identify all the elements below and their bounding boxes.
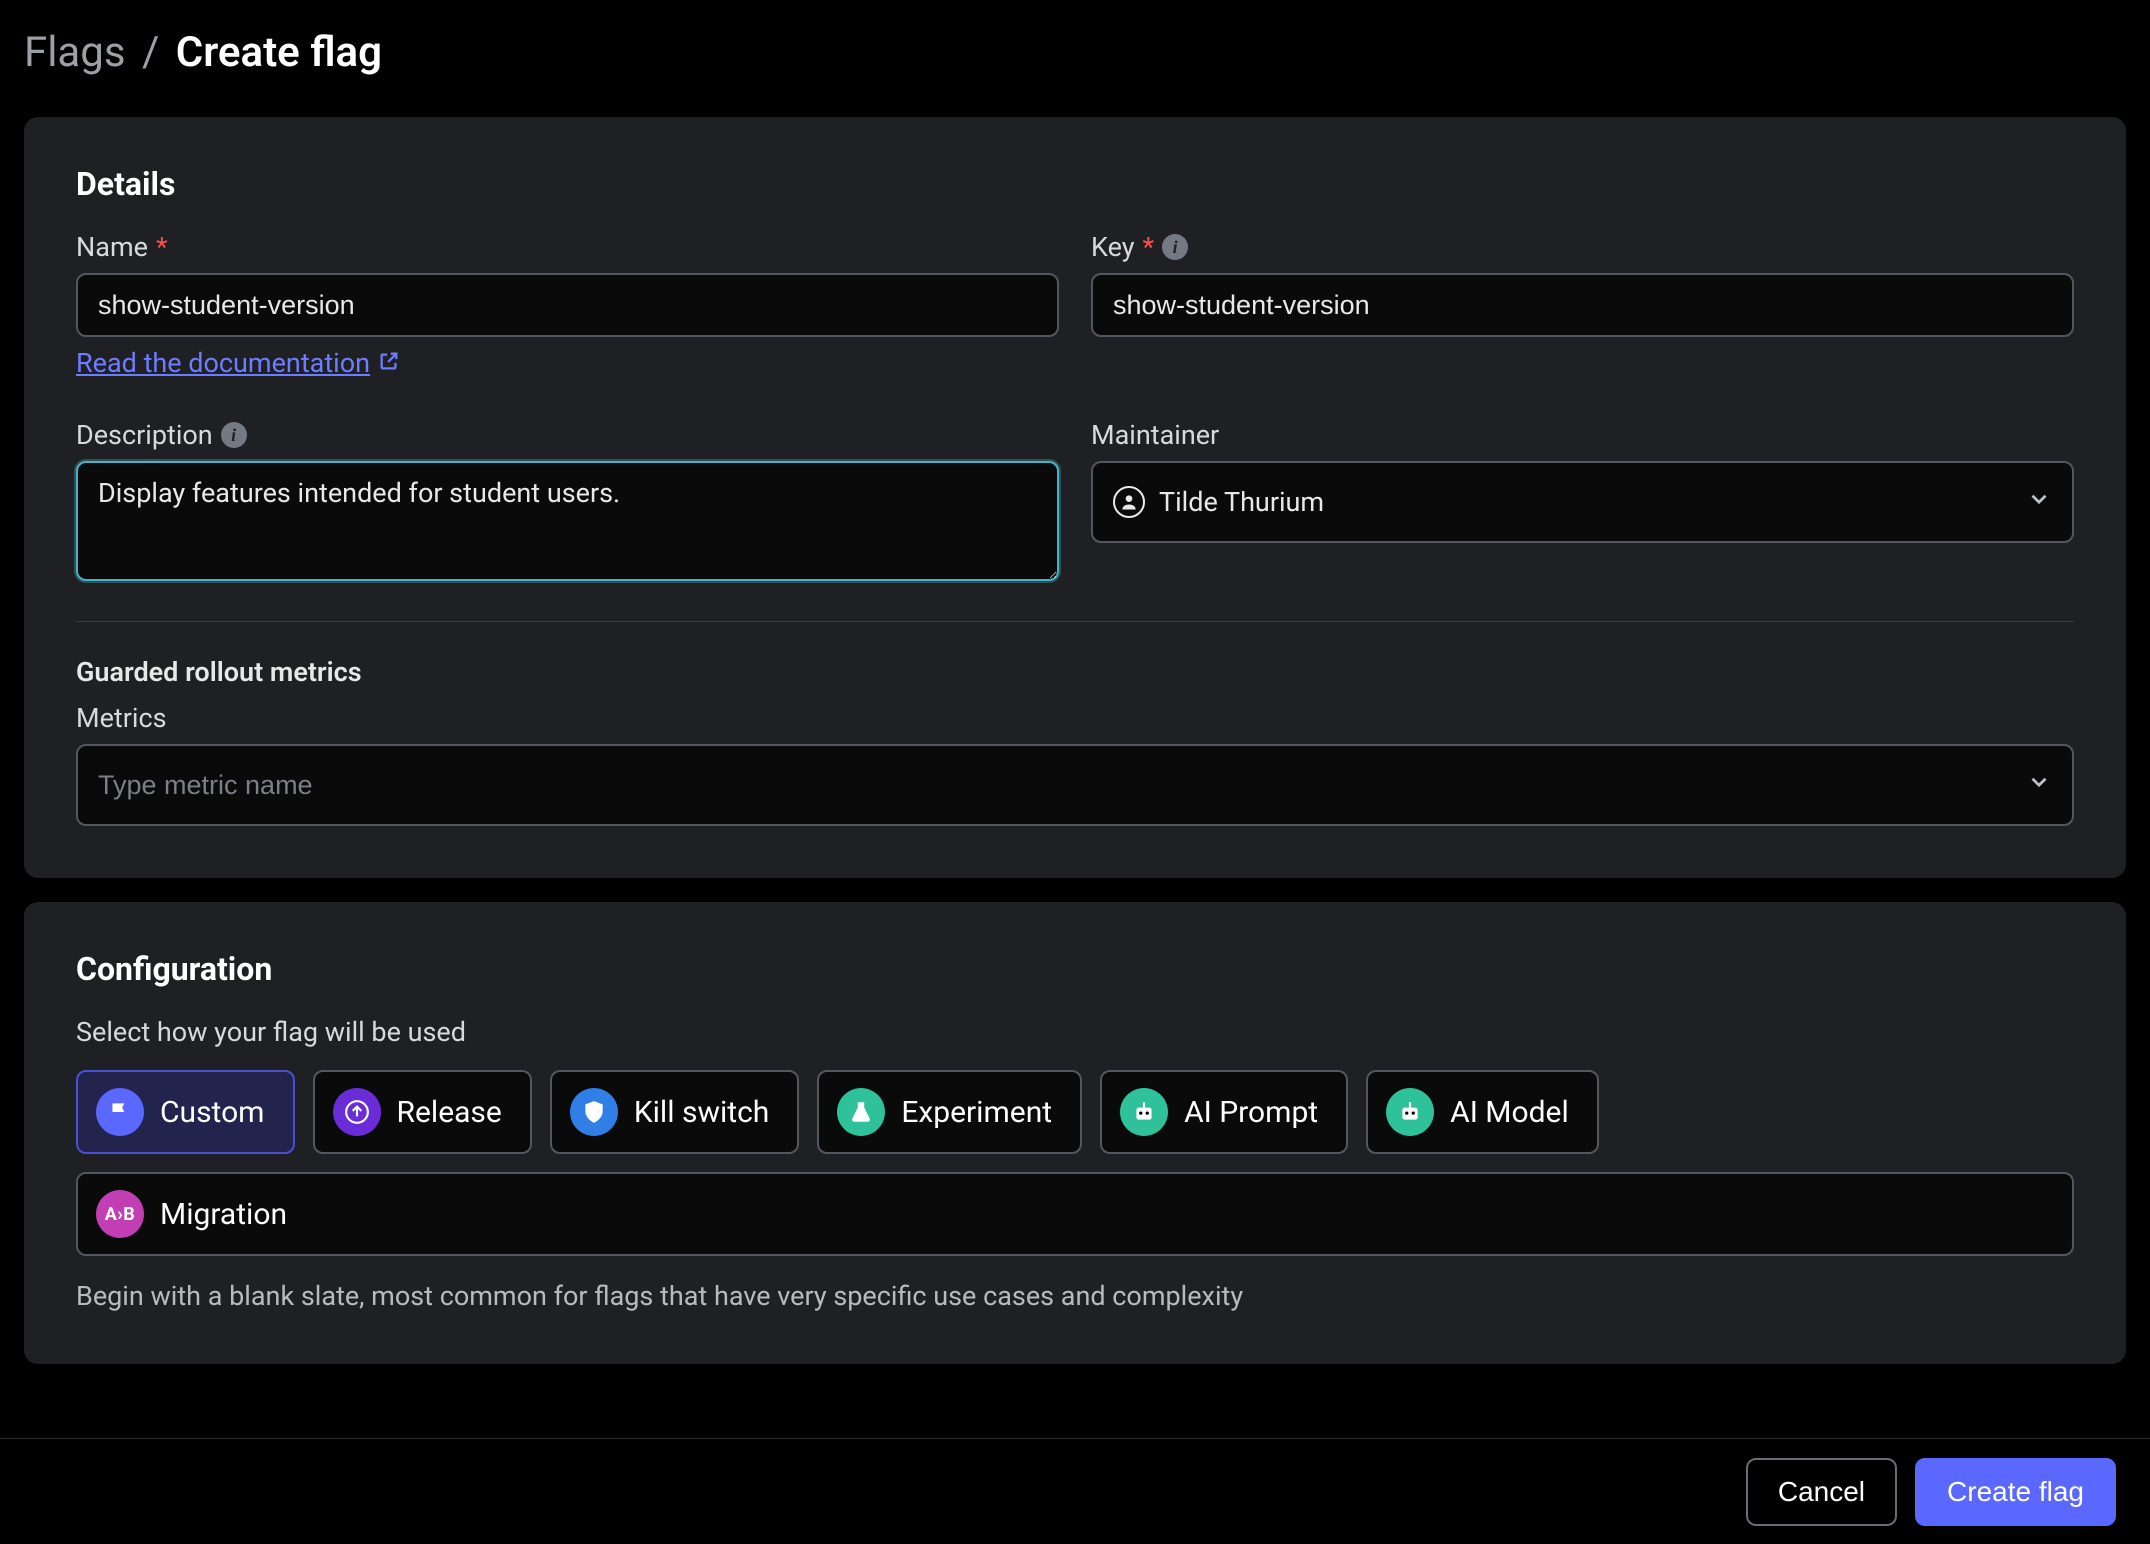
configuration-title: Configuration	[76, 950, 2074, 988]
config-option-label: Experiment	[901, 1095, 1052, 1130]
config-option-kill-switch[interactable]: Kill switch	[550, 1070, 800, 1154]
name-input[interactable]	[76, 273, 1059, 337]
config-option-ai-prompt[interactable]: AI Prompt	[1100, 1070, 1348, 1154]
required-asterisk: *	[1143, 231, 1155, 263]
maintainer-label: Maintainer	[1091, 419, 2074, 451]
config-option-release[interactable]: Release	[313, 1070, 532, 1154]
documentation-link-text: Read the documentation	[76, 347, 370, 379]
key-label-text: Key	[1091, 231, 1135, 263]
breadcrumb: Flags / Create flag	[0, 0, 2150, 87]
config-option-label: AI Model	[1450, 1095, 1569, 1130]
details-title: Details	[76, 165, 2074, 203]
name-field-group: Name* Read the documentation	[76, 231, 1059, 379]
configuration-panel: Configuration Select how your flag will …	[24, 902, 2126, 1364]
info-icon[interactable]: i	[221, 422, 247, 448]
maintainer-field-group: Maintainer Tilde Thurium	[1091, 419, 2074, 581]
chevron-down-icon	[2026, 486, 2052, 519]
maintainer-value: Tilde Thurium	[1159, 486, 1324, 518]
configuration-subtitle: Select how your flag will be used	[76, 1016, 2074, 1048]
flag-icon	[96, 1088, 144, 1136]
breadcrumb-root[interactable]: Flags	[24, 28, 126, 77]
config-option-migration[interactable]: A›B Migration	[76, 1172, 2074, 1256]
config-option-label: Release	[397, 1095, 502, 1130]
breadcrumb-current: Create flag	[176, 28, 382, 77]
key-input[interactable]	[1091, 273, 2074, 337]
info-icon[interactable]: i	[1162, 234, 1188, 260]
external-link-icon	[378, 347, 400, 379]
config-option-label: Custom	[160, 1095, 265, 1130]
create-flag-button[interactable]: Create flag	[1915, 1458, 2116, 1526]
description-label: Description i	[76, 419, 1059, 451]
configuration-description: Begin with a blank slate, most common fo…	[76, 1280, 2074, 1312]
footer-bar: Cancel Create flag	[0, 1438, 2150, 1544]
config-option-experiment[interactable]: Experiment	[817, 1070, 1082, 1154]
required-asterisk: *	[156, 231, 168, 263]
config-option-label: Kill switch	[634, 1095, 770, 1130]
description-textarea[interactable]	[76, 461, 1059, 581]
config-option-ai-model[interactable]: AI Model	[1366, 1070, 1599, 1154]
metrics-input[interactable]	[98, 770, 2026, 801]
user-avatar-icon	[1113, 486, 1145, 518]
divider	[76, 621, 2074, 622]
config-options-row: Custom Release Kill switch Experiment AI Pro…	[76, 1070, 2074, 1256]
config-option-custom[interactable]: Custom	[76, 1070, 295, 1154]
guarded-rollout-title: Guarded rollout metrics	[76, 656, 2074, 688]
metrics-label: Metrics	[76, 702, 2074, 734]
name-label: Name*	[76, 231, 1059, 263]
config-option-label: Migration	[160, 1197, 287, 1232]
cancel-button[interactable]: Cancel	[1746, 1458, 1897, 1526]
details-panel: Details Name* Read the documentation Key…	[24, 117, 2126, 878]
metrics-dropdown[interactable]	[76, 744, 2074, 826]
key-label: Key* i	[1091, 231, 2074, 263]
robot-icon	[1386, 1088, 1434, 1136]
name-label-text: Name	[76, 231, 148, 263]
create-flag-page: Flags / Create flag Details Name* Read t…	[0, 0, 2150, 1544]
breadcrumb-separator: /	[142, 28, 159, 77]
ab-icon: A›B	[96, 1190, 144, 1238]
documentation-link[interactable]: Read the documentation	[76, 347, 1059, 379]
robot-icon	[1120, 1088, 1168, 1136]
shield-icon	[570, 1088, 618, 1136]
description-field-group: Description i	[76, 419, 1059, 581]
maintainer-dropdown[interactable]: Tilde Thurium	[1091, 461, 2074, 543]
chevron-down-icon	[2026, 769, 2052, 802]
arrow-up-icon	[333, 1088, 381, 1136]
config-option-label: AI Prompt	[1184, 1095, 1318, 1130]
beaker-icon	[837, 1088, 885, 1136]
description-label-text: Description	[76, 419, 213, 451]
key-field-group: Key* i	[1091, 231, 2074, 379]
